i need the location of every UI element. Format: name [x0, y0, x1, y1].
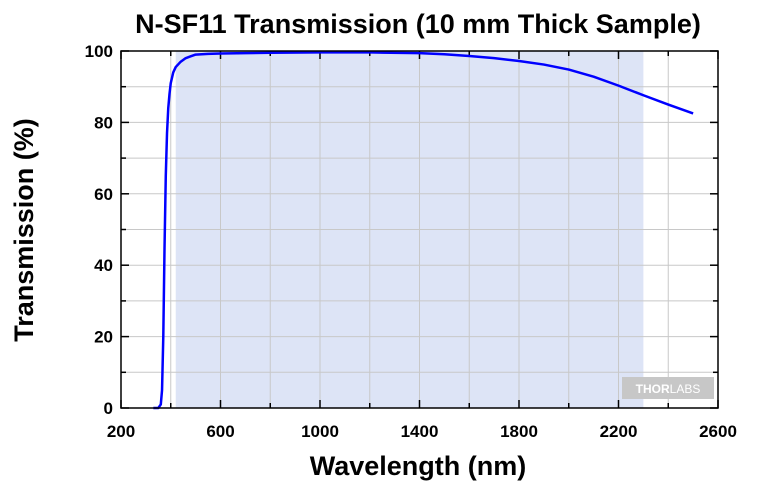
- y-tick-label: 0: [104, 399, 113, 418]
- thorlabs-logo: THORLABS: [622, 377, 714, 399]
- chart-title: N-SF11 Transmission (10 mm Thick Sample): [135, 9, 701, 39]
- x-tick-label: 1400: [401, 422, 439, 441]
- plot-frame: [120, 50, 719, 409]
- x-tick-label: 200: [107, 422, 135, 441]
- y-tick-label: 20: [94, 328, 113, 347]
- x-tick-labels: 200 600 1000 1400 1800 2200 2600: [107, 422, 737, 441]
- x-axis-label: Wavelength (nm): [310, 451, 527, 481]
- x-tick-label: 600: [206, 422, 234, 441]
- y-tick-label: 40: [94, 256, 113, 275]
- logo-text: THORLABS: [636, 382, 701, 396]
- transmission-curve: [153, 51, 694, 410]
- y-tick-labels: 0 20 40 60 80 100: [85, 42, 113, 418]
- logo-text-labs: LABS: [670, 382, 701, 396]
- y-tick-label: 80: [94, 113, 113, 132]
- logo-text-thor: THOR: [636, 382, 670, 396]
- y-tick-label: 100: [85, 42, 113, 61]
- y-axis-label: Transmission (%): [9, 118, 39, 342]
- logo-box: [622, 377, 714, 399]
- x-tick-label: 2600: [699, 422, 737, 441]
- x-tick-label: 1000: [301, 422, 339, 441]
- grid-lines: [121, 51, 718, 408]
- plot-area: [120, 50, 719, 410]
- y-tick-label: 60: [94, 185, 113, 204]
- x-tick-label: 1800: [500, 422, 538, 441]
- x-tick-label: 2200: [600, 422, 638, 441]
